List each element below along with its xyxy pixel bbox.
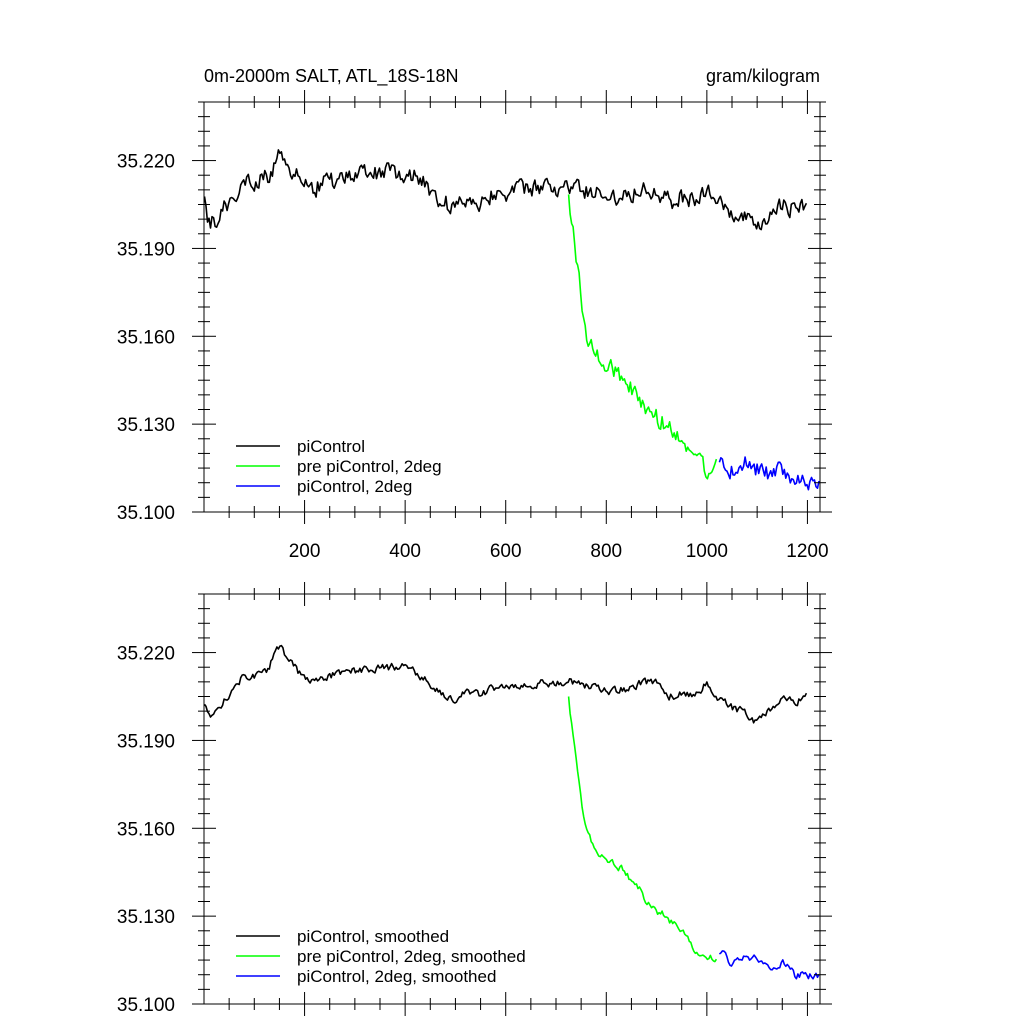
series-line-2: [567, 194, 718, 480]
y-tick-label: 35.190: [117, 239, 175, 260]
x-tick-label: 600: [490, 541, 522, 562]
chart-title-units: gram/kilogram: [706, 66, 820, 86]
x-tick-label: 400: [389, 541, 421, 562]
axes-layer: 35.100 35.130 35.160 35.190 35.220: [117, 582, 832, 1016]
x-tick-label: 200: [289, 541, 321, 562]
series-layer: [203, 149, 820, 491]
legend-label: pre piControl, 2deg: [297, 457, 442, 476]
series-layer: [203, 644, 820, 980]
y-tick-label: 35.220: [117, 644, 175, 665]
axes-layer: 200 400 600 800 1000 1200 35.100 35.130 35.160 35…: [117, 90, 832, 562]
y-tick-label: 35.160: [117, 327, 175, 348]
x-tick-label: 800: [590, 541, 622, 562]
y-tick-label: 35.160: [117, 819, 175, 840]
legend-label: piControl: [297, 437, 365, 456]
series-line-2: [567, 696, 718, 963]
y-tick-label: 35.100: [117, 503, 175, 524]
y-tick-label: 35.130: [117, 415, 175, 436]
series-line-3: [718, 950, 820, 980]
legend-label: piControl, 2deg: [297, 477, 412, 496]
y-tick-label: 35.220: [117, 152, 175, 173]
chart-title-left: 0m-2000m SALT, ATL_18S-18N: [204, 66, 458, 87]
bottom-panel: 35.100 35.130 35.160 35.190 35.220 piControl…: [117, 582, 832, 1016]
y-tick-label: 35.130: [117, 907, 175, 928]
top-panel: 0m-2000m SALT, ATL_18S-18N gram/kilogram…: [117, 66, 832, 562]
legend-label: pre piControl, 2deg, smoothed: [297, 947, 526, 966]
legend-label: piControl, 2deg, smoothed: [297, 967, 496, 986]
y-tick-label: 35.190: [117, 731, 175, 752]
legend-label: piControl, smoothed: [297, 927, 449, 946]
series-line-1: [203, 149, 808, 231]
x-tick-label: 1200: [786, 541, 828, 562]
y-tick-label: 35.100: [117, 995, 175, 1016]
x-tick-label: 1000: [686, 541, 728, 562]
series-line-1: [203, 644, 808, 724]
series-line-3: [718, 456, 820, 491]
